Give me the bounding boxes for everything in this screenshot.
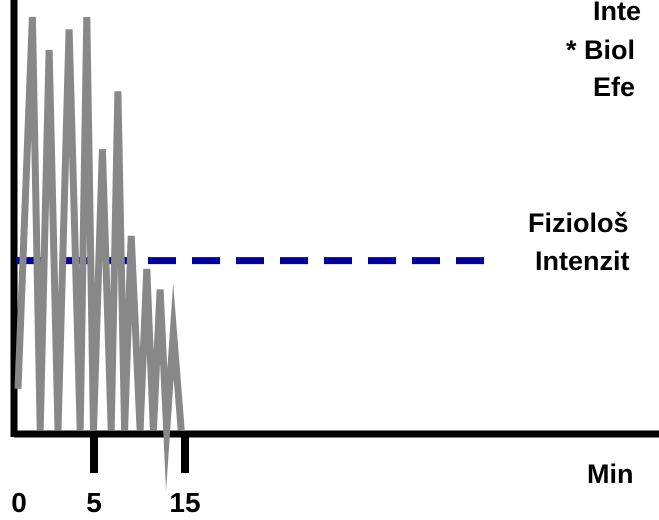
annotation-middle: Fiziološ Intenzit bbox=[528, 208, 630, 276]
annotation-line: Inte bbox=[593, 0, 641, 26]
x-tick-label: 15 bbox=[169, 487, 200, 518]
x-tick-marks bbox=[90, 436, 189, 473]
annotation-line: Fiziološ bbox=[528, 208, 629, 238]
annotation-line: Intenzit bbox=[535, 246, 630, 276]
series-line bbox=[14, 16, 185, 492]
x-tick-label: 0 bbox=[11, 487, 27, 518]
x-axis-label: Min bbox=[587, 459, 634, 489]
annotation-line: * Biol bbox=[566, 35, 635, 65]
annotation-top: Inte * Biol Efe bbox=[566, 0, 641, 102]
x-tick-label: 5 bbox=[86, 487, 102, 518]
x-tick-labels: 0 5 15 bbox=[11, 487, 200, 518]
annotation-line: Efe bbox=[593, 72, 635, 102]
